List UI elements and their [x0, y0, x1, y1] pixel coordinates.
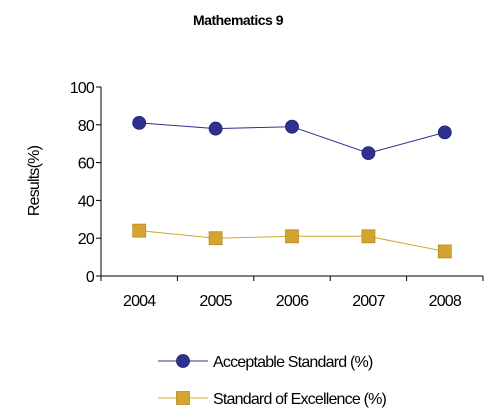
y-tick-label: 60: [78, 156, 95, 173]
data-point-series-2: [285, 229, 299, 244]
y-axis-title: Results(%): [26, 145, 43, 216]
x-tick-label: 2008: [429, 293, 462, 310]
data-point-series-1: [361, 146, 376, 161]
data-point-series-2: [437, 244, 452, 259]
x-tick-label: 2004: [123, 293, 156, 310]
data-point-series-1: [437, 125, 452, 140]
plot-area: 0 20 40 60 80 100 2004 2005 2006 2007 2008: [70, 80, 484, 310]
y-tick-label: 0: [86, 269, 95, 286]
y-tick-label: 80: [78, 118, 95, 135]
legend-label-2: Standard of Excellence (%): [213, 391, 387, 408]
data-point-series-1: [285, 119, 299, 134]
y-tick-label: 40: [78, 193, 95, 210]
x-tick-label: 2007: [352, 293, 385, 310]
legend-label-1: Acceptable Standard (%): [213, 354, 373, 371]
x-tick-label: 2005: [199, 293, 232, 310]
y-tick-label: 20: [78, 231, 95, 248]
data-point-series-2: [361, 229, 376, 244]
chart-title: Mathematics 9: [193, 12, 284, 28]
data-point-series-2: [208, 231, 223, 246]
data-point-series-1: [208, 121, 223, 136]
x-tick-label: 2006: [276, 293, 309, 310]
legend: Acceptable Standard (%) Standard of Excel…: [158, 354, 387, 408]
legend-marker-2: [176, 391, 190, 405]
legend-marker-1: [176, 354, 190, 368]
y-tick-label: 100: [70, 80, 95, 97]
data-point-series-2: [132, 223, 147, 238]
data-point-series-1: [132, 116, 147, 130]
